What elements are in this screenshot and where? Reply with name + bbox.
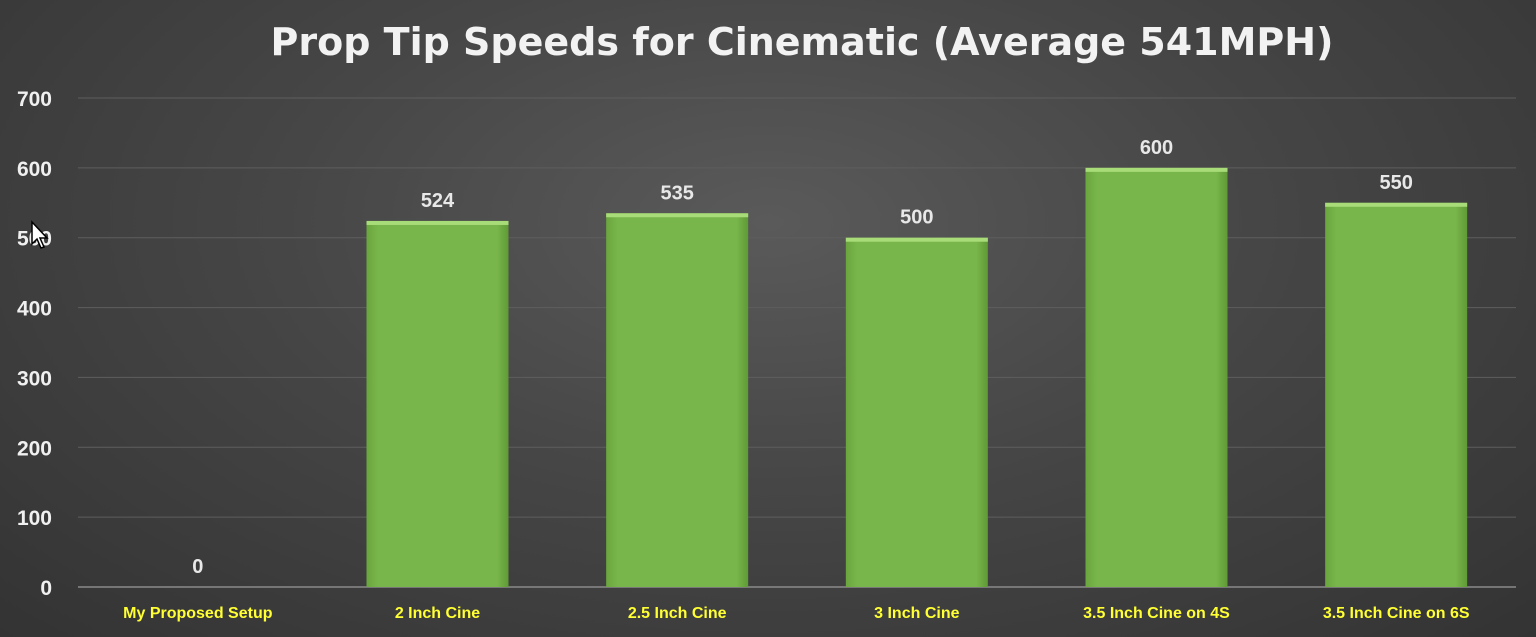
bar-top-highlight [845,237,988,242]
x-tick-label: 3.5 Inch Cine on 4S [1083,605,1230,622]
x-tick-label: My Proposed Setup [123,605,273,622]
bar [1085,167,1228,587]
x-tick-label: 2.5 Inch Cine [628,605,727,622]
x-axis-ticks: My Proposed Setup 2 Inch Cine 2.5 Inch Cin… [123,605,1470,622]
y-tick-label: 600 [17,158,52,181]
x-tick-label: 2 Inch Cine [395,605,480,622]
x-tick-label: 3.5 Inch Cine on 6S [1323,605,1470,622]
data-label: 535 [660,182,693,204]
mouse-cursor-icon [31,220,49,249]
bar-top-highlight [366,220,509,225]
data-labels: 0 524 535 500 600 550 [192,137,1413,578]
chart-title: Prop Tip Speeds for Cinematic (Average 5… [271,20,1334,64]
y-tick-label: 300 [17,367,52,390]
bar [845,237,988,587]
bars [366,167,1468,588]
data-label: 0 [192,556,203,578]
y-tick-label: 400 [17,298,52,321]
y-tick-label: 100 [17,507,52,530]
x-tick-label: 3 Inch Cine [874,605,959,622]
y-axis-ticks: 0100200300400500600700 [17,88,52,600]
data-label: 524 [421,190,455,212]
y-tick-label: 200 [17,437,52,460]
gridlines [78,97,1516,588]
bar-top-highlight [1085,167,1228,172]
bar [366,220,509,587]
bar [606,213,749,587]
y-tick-label: 0 [40,577,52,600]
bar-top-highlight [606,213,749,218]
y-tick-label: 700 [17,88,52,111]
bar-top-highlight [1325,202,1468,207]
data-label: 600 [1140,137,1173,159]
data-label: 550 [1379,172,1412,194]
bar [1325,202,1468,588]
data-label: 500 [900,207,933,229]
